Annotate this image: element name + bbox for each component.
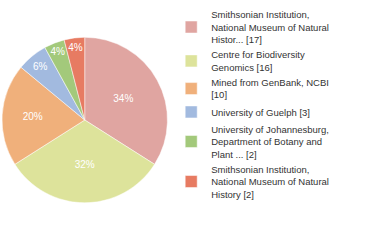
svg-text:Mined from GenBank, NCBI[10]: Mined from GenBank, NCBI[10] — [211, 77, 329, 100]
svg-text:34%: 34% — [113, 93, 133, 104]
svg-text:Smithsonian Institution,Nation: Smithsonian Institution,National Museum … — [211, 9, 329, 45]
svg-text:Centre for BiodiversityGenomic: Centre for BiodiversityGenomics [16] — [211, 49, 305, 72]
svg-text:Smithsonian Institution,Nation: Smithsonian Institution,National Museum … — [211, 164, 329, 200]
svg-text:20%: 20% — [23, 111, 43, 122]
svg-text:University of Guelph [3]: University of Guelph [3] — [211, 107, 310, 118]
svg-text:6%: 6% — [33, 61, 48, 72]
svg-text:4%: 4% — [68, 42, 83, 53]
svg-text:University of Johannesburg,Dep: University of Johannesburg,Department of… — [211, 124, 329, 160]
svg-text:32%: 32% — [75, 159, 95, 170]
svg-text:4%: 4% — [50, 46, 65, 57]
